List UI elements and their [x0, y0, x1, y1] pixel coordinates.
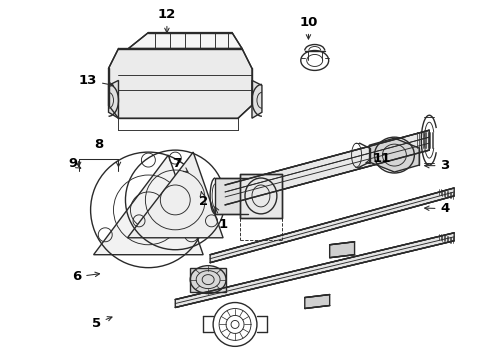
- Polygon shape: [240, 174, 282, 218]
- Text: 4: 4: [425, 202, 450, 215]
- Polygon shape: [215, 178, 248, 214]
- Text: 7: 7: [172, 157, 188, 172]
- Polygon shape: [128, 32, 242, 49]
- Polygon shape: [369, 138, 419, 172]
- Polygon shape: [94, 155, 203, 255]
- Polygon shape: [127, 152, 223, 238]
- Polygon shape: [225, 130, 429, 205]
- Polygon shape: [108, 80, 119, 118]
- Text: 10: 10: [299, 16, 318, 39]
- Polygon shape: [252, 80, 262, 118]
- Polygon shape: [305, 294, 330, 309]
- Polygon shape: [190, 268, 226, 292]
- Text: 3: 3: [425, 159, 450, 172]
- Polygon shape: [330, 242, 355, 258]
- Text: 6: 6: [72, 270, 99, 283]
- Polygon shape: [175, 233, 454, 307]
- Text: 1: 1: [215, 207, 227, 231]
- Polygon shape: [108, 49, 252, 118]
- Text: 9: 9: [69, 157, 81, 170]
- Text: 5: 5: [92, 317, 112, 330]
- Text: 2: 2: [199, 192, 208, 208]
- Text: 8: 8: [94, 138, 103, 150]
- Text: 11: 11: [366, 152, 391, 165]
- Text: 12: 12: [158, 8, 176, 33]
- Polygon shape: [210, 188, 454, 263]
- Text: 13: 13: [78, 74, 113, 87]
